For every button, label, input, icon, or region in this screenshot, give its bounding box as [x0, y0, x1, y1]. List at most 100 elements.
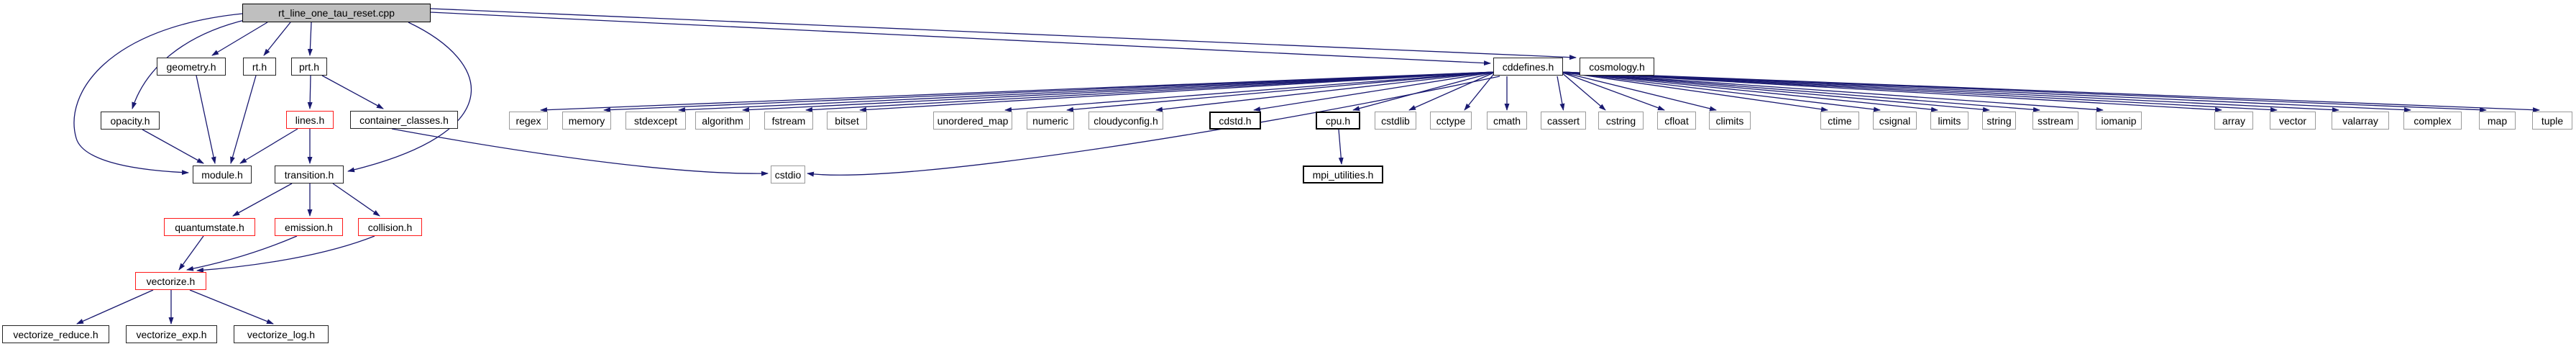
edge-collision-vectorize — [196, 235, 375, 273]
edge-cddefines-memory — [603, 71, 1496, 113]
edge-prt-container_classes — [321, 75, 384, 109]
graph-node-ctime[interactable]: ctime — [1820, 112, 1859, 130]
graph-node-numeric[interactable]: numeric — [1027, 112, 1074, 130]
graph-node-collision[interactable]: collision.h — [358, 218, 422, 236]
graph-node-quantumstate[interactable]: quantumstate.h — [164, 218, 255, 236]
edge-rt-module — [230, 75, 257, 164]
graph-node-valarray[interactable]: valarray — [2332, 112, 2389, 130]
edge-cddefines-cloudyconfig — [1155, 71, 1496, 112]
graph-node-complex[interactable]: complex — [2403, 112, 2462, 130]
graph-node-memory[interactable]: memory — [562, 112, 611, 130]
graph-node-csignal[interactable]: csignal — [1873, 112, 1917, 130]
edge-cddefines-cctype — [1464, 71, 1496, 111]
edge-main-cosmology — [430, 8, 1577, 60]
graph-node-vectorize_log[interactable]: vectorize_log.h — [234, 325, 329, 343]
edge-prt-lines — [307, 75, 313, 109]
graph-node-bitset[interactable]: bitset — [827, 112, 867, 130]
graph-node-cassert[interactable]: cassert — [1541, 112, 1586, 130]
edge-opacity-module — [142, 129, 204, 164]
edge-main-rt — [263, 22, 291, 56]
graph-node-vectorize[interactable]: vectorize.h — [135, 272, 206, 290]
graph-node-vectorize_reduce[interactable]: vectorize_reduce.h — [2, 325, 109, 343]
edge-cddefines-algorithm — [742, 71, 1496, 113]
edge-cddefines-bitset — [859, 71, 1496, 112]
edge-cddefines-ctime — [1560, 71, 1828, 112]
edge-cddefines-cfloat — [1560, 71, 1665, 111]
edge-cddefines-cdstd — [1253, 71, 1496, 112]
graph-node-cctype[interactable]: cctype — [1430, 112, 1472, 130]
edge-cddefines-complex — [1560, 71, 2411, 113]
graph-node-cmath[interactable]: cmath — [1487, 112, 1527, 130]
graph-node-regex[interactable]: regex — [509, 112, 548, 130]
edge-transition-quantumstate — [232, 183, 293, 217]
edge-emission-vectorize — [186, 235, 298, 271]
graph-node-geometry[interactable]: geometry.h — [157, 58, 226, 76]
graph-node-unordered_map[interactable]: unordered_map — [933, 112, 1012, 130]
edge-cddefines-cassert — [1557, 76, 1565, 111]
edge-cddefines-vector — [1560, 71, 2278, 113]
edge-cddefines-climits — [1560, 71, 1717, 112]
edge-main-module — [73, 13, 243, 176]
edge-cddefines-fstream — [805, 71, 1496, 112]
graph-node-cfloat[interactable]: cfloat — [1657, 112, 1696, 130]
edge-lines-module — [239, 128, 298, 164]
graph-node-cstdio[interactable]: cstdio — [771, 166, 805, 183]
graph-node-cddefines[interactable]: cddefines.h — [1493, 58, 1563, 76]
graph-node-sstream[interactable]: sstream — [2032, 112, 2078, 130]
graph-node-fstream[interactable]: fstream — [764, 112, 813, 130]
graph-node-tuple[interactable]: tuple — [2532, 112, 2572, 130]
edge-main-cddefines — [430, 12, 1491, 66]
graph-node-array[interactable]: array — [2214, 112, 2253, 130]
edge-cddefines-cstdio — [807, 76, 1500, 177]
graph-node-cloudyconfig[interactable]: cloudyconfig.h — [1088, 112, 1163, 130]
graph-node-cdstd[interactable]: cdstd.h — [1209, 112, 1261, 130]
graph-node-prt[interactable]: prt.h — [291, 58, 327, 76]
edge-main-prt — [307, 22, 313, 56]
edge-cddefines-limits — [1560, 71, 1938, 112]
edge-main-transition — [347, 22, 472, 173]
edge-cddefines-valarray — [1560, 71, 2339, 113]
edge-cddefines-tuple — [1560, 71, 2540, 113]
graph-node-transition[interactable]: transition.h — [275, 166, 344, 183]
edge-container_classes-cstdio — [391, 128, 769, 176]
graph-node-lines[interactable]: lines.h — [286, 111, 334, 129]
edge-main-geometry — [211, 22, 268, 56]
graph-node-opacity[interactable]: opacity.h — [101, 112, 160, 130]
edge-cddefines-iomanip — [1560, 71, 2104, 112]
graph-node-stdexcept[interactable]: stdexcept — [625, 112, 686, 130]
graph-node-cstdlib[interactable]: cstdlib — [1375, 112, 1416, 130]
edge-quantumstate-vectorize — [178, 235, 204, 271]
edge-cddefines-stdexcept — [678, 71, 1496, 113]
edge-cddefines-cpu — [1352, 71, 1496, 112]
graph-node-emission[interactable]: emission.h — [275, 218, 343, 236]
graph-node-mpi_utilities[interactable]: mpi_utilities.h — [1303, 166, 1383, 183]
graph-node-algorithm[interactable]: algorithm — [695, 112, 750, 130]
graph-node-rt[interactable]: rt.h — [243, 58, 276, 76]
edge-vectorize-vectorize_log — [189, 289, 274, 325]
graph-node-string[interactable]: string — [1982, 112, 2016, 130]
edge-cddefines-unordered_map — [1004, 71, 1496, 112]
edge-cddefines-string — [1560, 71, 1990, 112]
graph-node-main[interactable]: rt_line_one_tau_reset.cpp — [242, 4, 431, 22]
edge-cddefines-numeric — [1066, 71, 1496, 112]
edge-cddefines-sstream — [1560, 71, 2040, 112]
edge-transition-collision — [332, 183, 380, 217]
edge-cddefines-csignal — [1560, 71, 1881, 112]
graph-node-climits[interactable]: climits — [1709, 112, 1751, 130]
graph-node-limits[interactable]: limits — [1930, 112, 1968, 130]
graph-node-vectorize_exp[interactable]: vectorize_exp.h — [126, 325, 217, 343]
edge-cddefines-cstring — [1560, 71, 1606, 111]
graph-node-cstring[interactable]: cstring — [1598, 112, 1644, 130]
graph-node-cpu[interactable]: cpu.h — [1316, 112, 1360, 130]
graph-node-vector[interactable]: vector — [2270, 112, 2316, 130]
edge-cddefines-array — [1560, 71, 2222, 112]
graph-node-iomanip[interactable]: iomanip — [2096, 112, 2142, 130]
edge-cpu-mpi_utilities — [1338, 129, 1344, 165]
graph-node-cosmology[interactable]: cosmology.h — [1580, 58, 1654, 76]
edge-cddefines-cstdlib — [1408, 71, 1496, 111]
graph-node-container_classes[interactable]: container_classes.h — [350, 111, 458, 129]
graph-node-map[interactable]: map — [2479, 112, 2516, 130]
graph-node-module[interactable]: module.h — [193, 166, 252, 183]
